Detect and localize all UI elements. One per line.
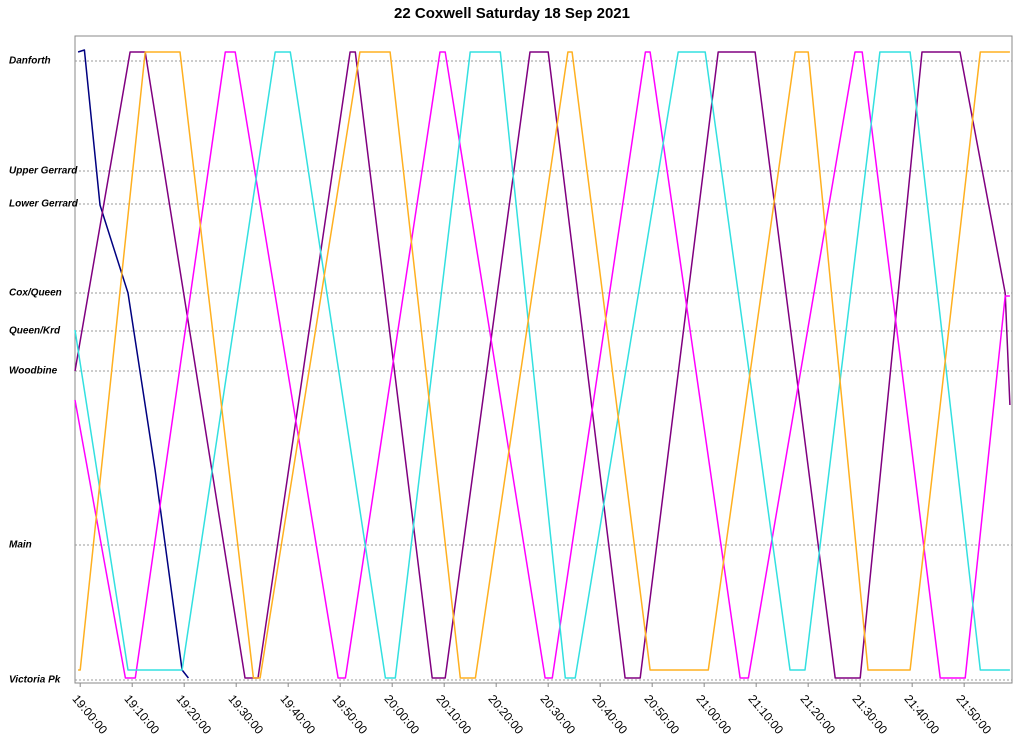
x-tick-label: 19:00:00 bbox=[69, 692, 110, 737]
x-tick-label: 21:30:00 bbox=[849, 692, 890, 737]
y-tick-label: Queen/Krd bbox=[9, 326, 61, 337]
x-tick-label: 19:30:00 bbox=[225, 692, 266, 737]
x-tick-label: 19:50:00 bbox=[329, 692, 370, 737]
x-tick-label: 20:00:00 bbox=[381, 692, 422, 737]
x-tick-label: 21:50:00 bbox=[953, 692, 994, 737]
y-tick-label: Cox/Queen bbox=[9, 288, 62, 299]
x-tick-label: 19:20:00 bbox=[173, 692, 214, 737]
x-tick-label: 21:10:00 bbox=[745, 692, 786, 737]
y-tick-label: Main bbox=[9, 540, 32, 551]
x-tick-label: 20:10:00 bbox=[433, 692, 474, 737]
vehicle-trace bbox=[74, 51, 1010, 679]
x-tick-label: 20:50:00 bbox=[641, 692, 682, 737]
vehicle-trace bbox=[74, 51, 1011, 679]
x-tick-label: 20:20:00 bbox=[485, 692, 526, 737]
plot-frame bbox=[74, 35, 1013, 684]
vehicle-trace bbox=[78, 51, 1010, 679]
x-tick-label: 21:40:00 bbox=[901, 692, 942, 737]
y-tick-label: Woodbine bbox=[9, 366, 58, 377]
x-tick-label: 20:40:00 bbox=[589, 692, 630, 737]
x-tick-label: 21:20:00 bbox=[797, 692, 838, 737]
vehicle-trace bbox=[74, 51, 1010, 679]
y-tick-label: Danforth bbox=[9, 56, 51, 67]
y-tick-label: Lower Gerrard bbox=[9, 199, 79, 210]
y-tick-label: Victoria Pk bbox=[9, 675, 61, 686]
vehicle-trace bbox=[77, 49, 189, 679]
chart-title: 22 Coxwell Saturday 18 Sep 2021 bbox=[394, 5, 630, 22]
x-tick-label: 20:30:00 bbox=[537, 692, 578, 737]
x-tick-label: 19:40:00 bbox=[277, 692, 318, 737]
x-tick-label: 19:10:00 bbox=[121, 692, 162, 737]
x-tick-label: 21:00:00 bbox=[693, 692, 734, 737]
y-tick-label: Upper Gerrard bbox=[9, 166, 78, 177]
